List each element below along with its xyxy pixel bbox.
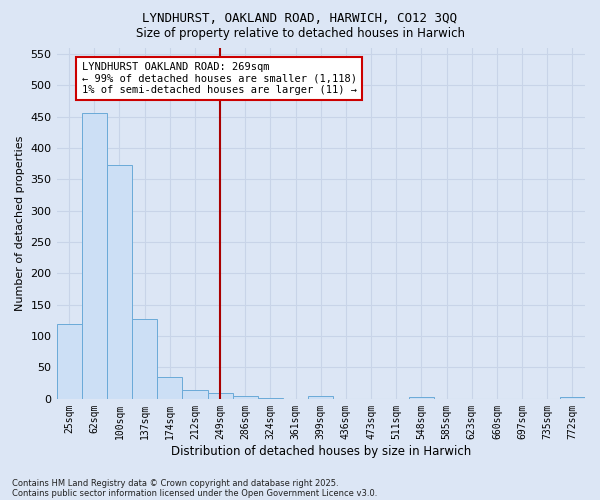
Bar (107, 166, 132, 399)
Y-axis label: Number of detached properties: Number of detached properties (15, 136, 25, 311)
X-axis label: Distribution of detached houses by size in Harwich: Distribution of detached houses by size … (170, 444, 471, 458)
Bar (560, 397, 585, 399)
Text: Contains public sector information licensed under the Open Government Licence v3: Contains public sector information licen… (12, 488, 377, 498)
Text: LYNDHURST OAKLAND ROAD: 269sqm
← 99% of detached houses are smaller (1,118)
1% o: LYNDHURST OAKLAND ROAD: 269sqm ← 99% of … (82, 62, 357, 95)
Bar (308, 396, 334, 399)
Bar (157, 377, 182, 399)
Bar (233, 396, 258, 399)
Text: Size of property relative to detached houses in Harwich: Size of property relative to detached ho… (136, 28, 464, 40)
Text: LYNDHURST, OAKLAND ROAD, HARWICH, CO12 3QQ: LYNDHURST, OAKLAND ROAD, HARWICH, CO12 3… (143, 12, 458, 26)
Bar (409, 397, 434, 399)
Bar (82, 114, 107, 399)
Bar (258, 398, 283, 399)
Bar (132, 318, 157, 399)
Bar (208, 393, 233, 399)
Text: Contains HM Land Registry data © Crown copyright and database right 2025.: Contains HM Land Registry data © Crown c… (12, 478, 338, 488)
Bar (56, 324, 82, 399)
Bar (182, 390, 208, 399)
